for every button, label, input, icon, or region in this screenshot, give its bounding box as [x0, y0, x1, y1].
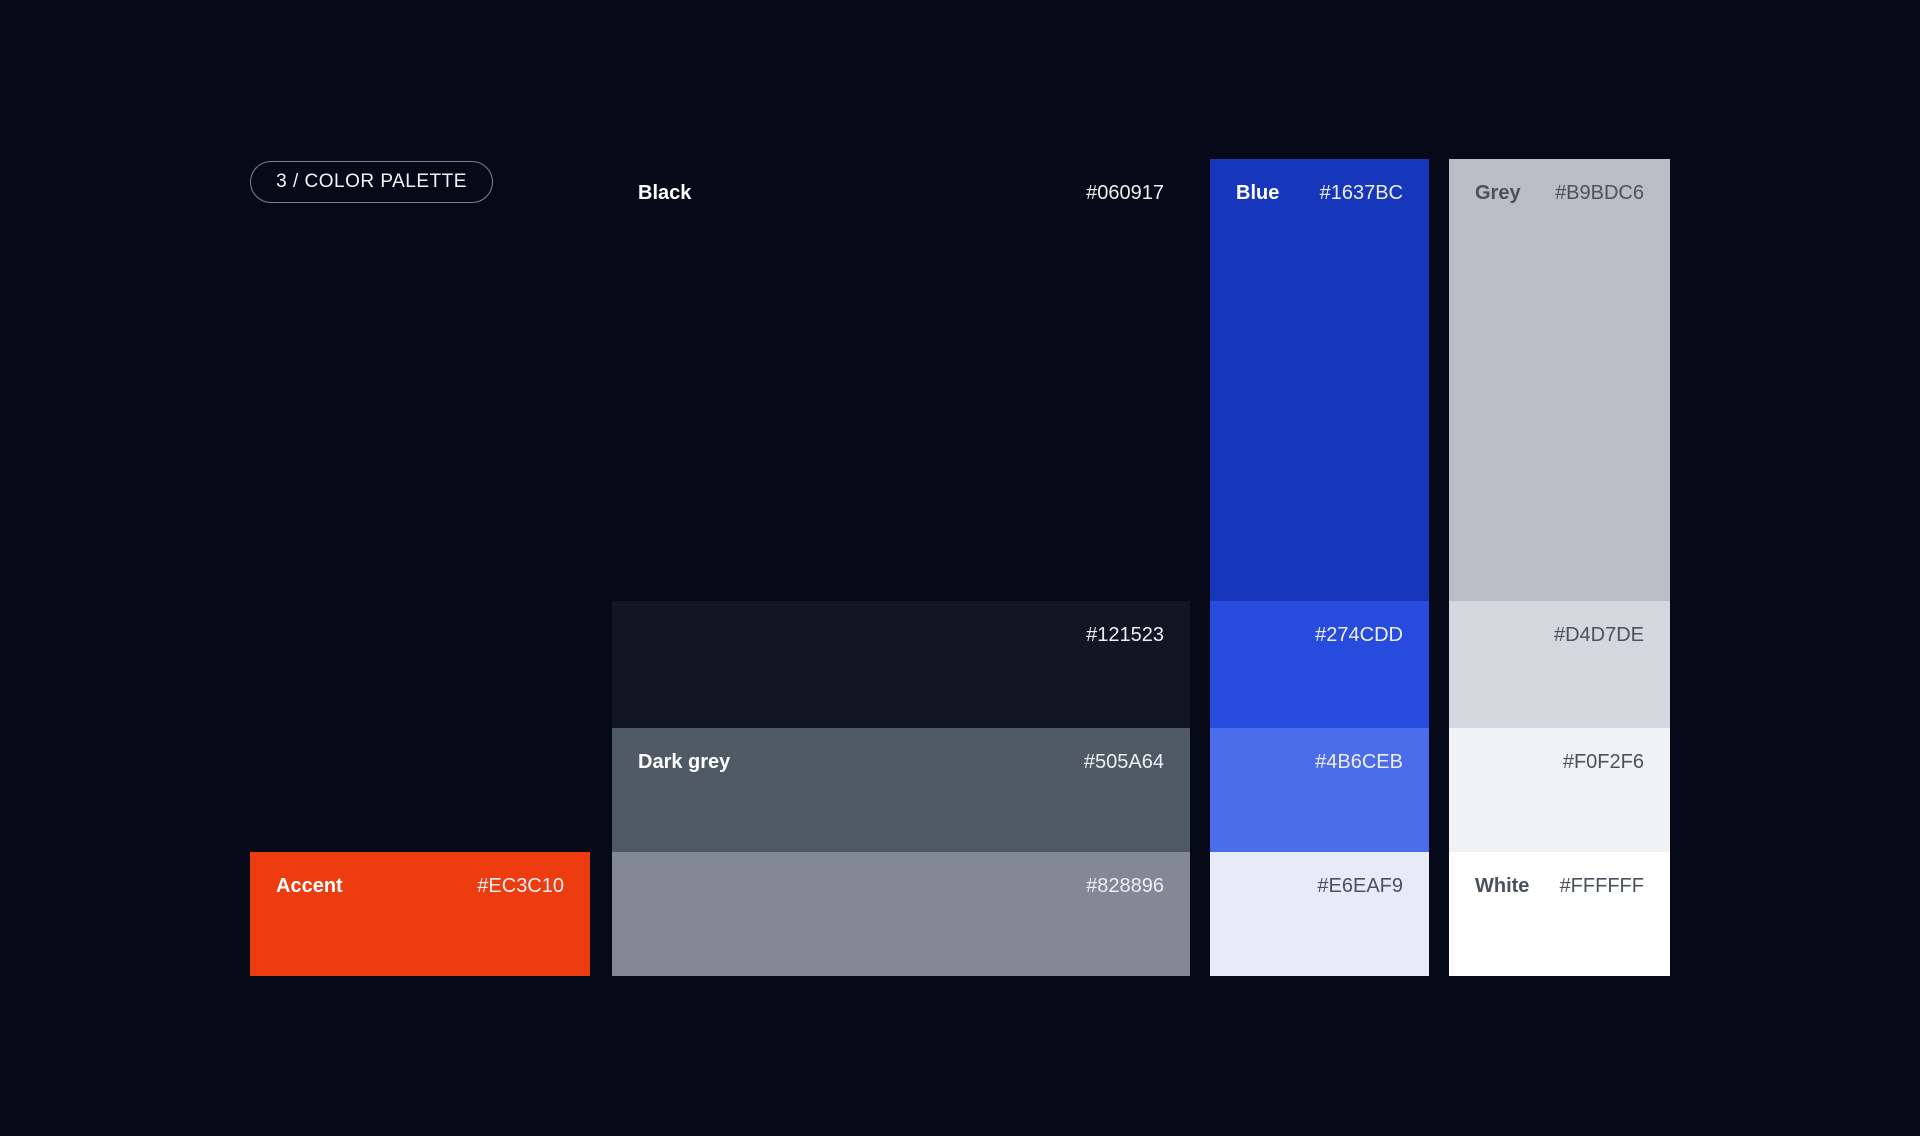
swatch-label: Accent — [276, 875, 343, 897]
swatch-hex-value: #E6EAF9 — [1317, 875, 1403, 897]
swatch-white: White #FFFFFF — [1449, 852, 1670, 976]
swatch-grey: Grey #B9BDC6 — [1449, 159, 1670, 601]
swatch-blue: Blue #1637BC — [1210, 159, 1429, 601]
swatch-hex-value: #505A64 — [1083, 751, 1164, 773]
swatch-label: Grey — [1475, 182, 1521, 204]
swatch-blue-shade-2: #274CDD — [1210, 601, 1429, 728]
swatch-accent: Accent #EC3C10 — [250, 852, 590, 976]
section-badge-label: 3 / COLOR PALETTE — [276, 171, 467, 192]
swatch-hex-value: #4B6CEB — [1315, 751, 1403, 773]
swatch-hex-value: #F0F2F6 — [1562, 751, 1644, 773]
swatch-blue-shade-3: #4B6CEB — [1210, 728, 1429, 852]
swatch-hex-value: #060917 — [1086, 182, 1164, 204]
swatch-grey-shade-2: #D4D7DE — [1449, 601, 1670, 728]
swatch-mid-grey: #828896 — [612, 852, 1190, 976]
swatch-hex-value: #EC3C10 — [477, 875, 564, 897]
swatch-label: Black — [638, 182, 692, 204]
swatch-black: Black #060917 — [612, 159, 1190, 601]
swatch-hex-value: #828896 — [1086, 875, 1164, 897]
swatch-dark-grey: Dark grey #505A64 — [612, 728, 1190, 852]
swatch-hex-value: #FFFFFF — [1559, 875, 1644, 897]
swatch-grey-shade-3: #F0F2F6 — [1449, 728, 1670, 852]
swatch-label: Dark grey — [638, 751, 731, 773]
swatch-hex-value: #D4D7DE — [1553, 624, 1644, 646]
swatch-hex-value: #121523 — [1086, 624, 1164, 646]
section-badge: 3 / COLOR PALETTE — [250, 161, 493, 203]
swatch-blue-shade-4: #E6EAF9 — [1210, 852, 1429, 976]
swatch-label: Blue — [1236, 182, 1280, 204]
swatch-hex-value: #1637BC — [1319, 182, 1403, 204]
swatch-hex-value: #274CDD — [1315, 624, 1403, 646]
swatch-hex-value: #B9BDC6 — [1555, 182, 1644, 204]
swatch-black-shade-2: #121523 — [612, 601, 1190, 728]
swatch-label: White — [1475, 875, 1530, 897]
